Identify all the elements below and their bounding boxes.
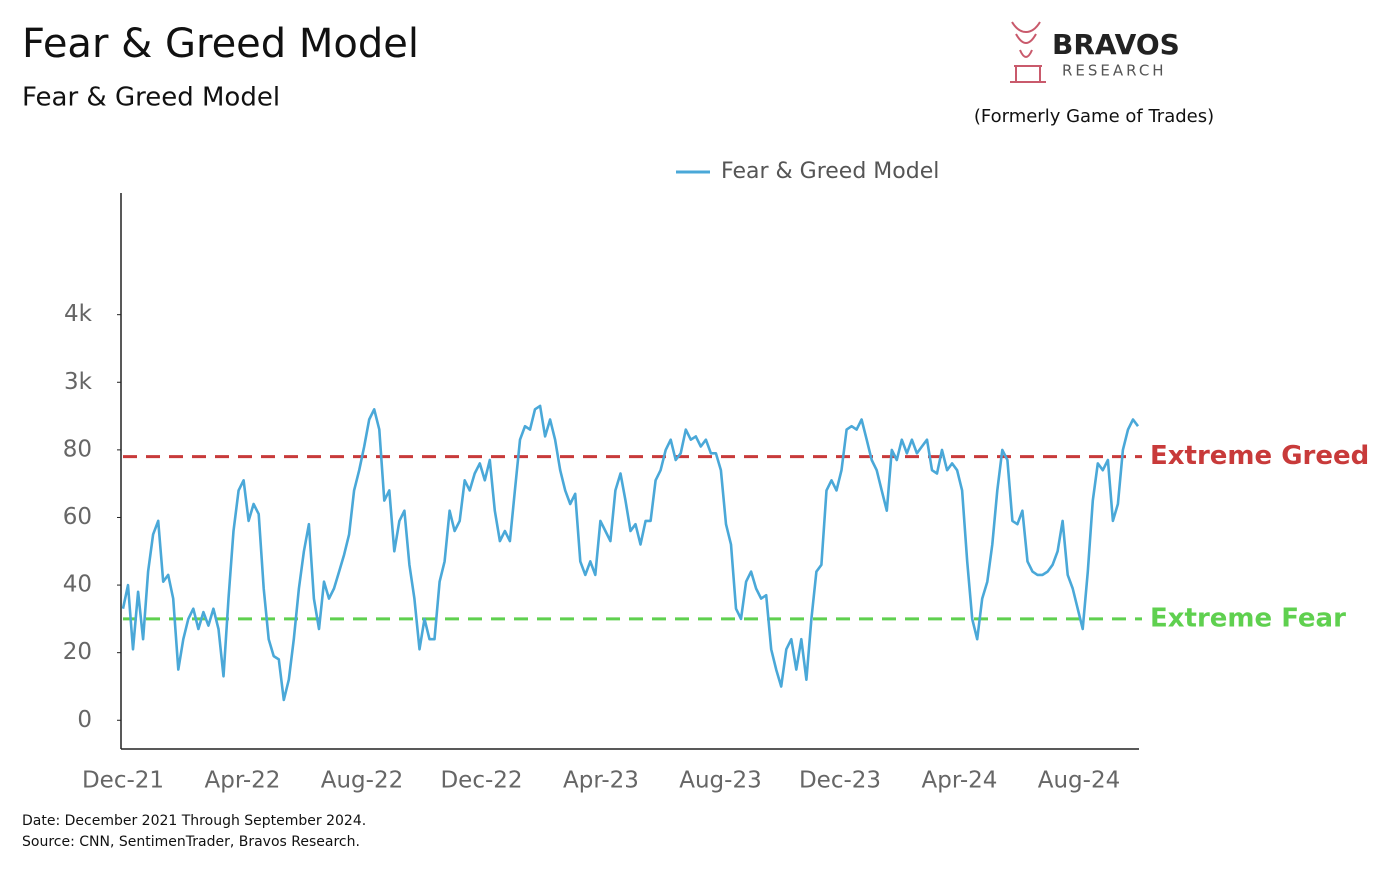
y-tick-label: 60 xyxy=(63,504,92,530)
logo-icon xyxy=(1010,21,1046,83)
y-tick-label: 40 xyxy=(63,572,92,598)
reference-label: Extreme Fear xyxy=(1150,603,1346,633)
y-tick-label: 0 xyxy=(77,707,92,733)
chart-subtitle: Fear & Greed Model xyxy=(22,83,280,113)
x-tick-label: Dec-23 xyxy=(799,768,881,794)
data-line xyxy=(121,404,1140,702)
y-tick-label: 3k xyxy=(64,369,93,395)
x-tick-label: Apr-22 xyxy=(205,768,281,794)
x-tick-label: Dec-22 xyxy=(440,768,522,794)
x-tick-label: Aug-23 xyxy=(679,768,761,794)
y-tick-label: 20 xyxy=(63,639,92,665)
x-tick-label: Aug-22 xyxy=(321,768,403,794)
reference-label: Extreme Greed xyxy=(1150,441,1369,471)
x-tick-label: Aug-24 xyxy=(1038,768,1120,794)
x-tick-label: Dec-21 xyxy=(82,768,164,794)
chart-title: Fear & Greed Model xyxy=(22,21,419,67)
brand-tagline: RESEARCH xyxy=(1062,62,1167,80)
y-tick-label: 80 xyxy=(63,436,92,462)
brand-name: BRAVOS xyxy=(1052,28,1180,61)
x-tick-label: Apr-23 xyxy=(563,768,639,794)
legend-label: Fear & Greed Model xyxy=(721,159,939,184)
brand-note: (Formerly Game of Trades) xyxy=(974,106,1214,127)
x-tick-label: Apr-24 xyxy=(922,768,998,794)
footnote: Source: CNN, SentimenTrader, Bravos Rese… xyxy=(22,834,360,850)
y-tick-label: 4k xyxy=(64,301,93,327)
footnote: Date: December 2021 Through September 20… xyxy=(22,813,366,829)
